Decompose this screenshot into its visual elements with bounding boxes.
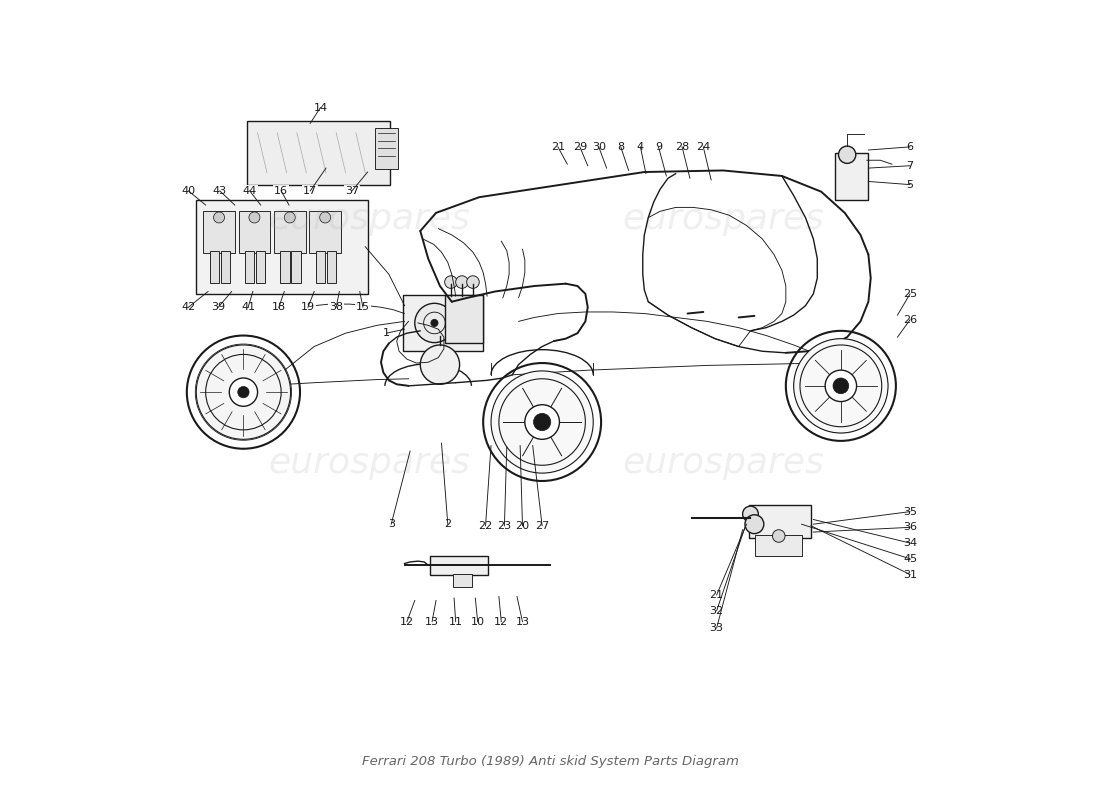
Text: eurospares: eurospares <box>621 202 824 236</box>
FancyBboxPatch shape <box>835 153 868 199</box>
Circle shape <box>833 378 849 394</box>
FancyBboxPatch shape <box>239 210 271 253</box>
FancyBboxPatch shape <box>292 251 300 283</box>
FancyBboxPatch shape <box>210 251 219 283</box>
Circle shape <box>284 212 295 223</box>
Text: 39: 39 <box>211 302 226 312</box>
Circle shape <box>491 371 593 473</box>
FancyBboxPatch shape <box>196 200 368 294</box>
Circle shape <box>825 370 857 402</box>
Circle shape <box>196 345 290 439</box>
Text: 43: 43 <box>212 186 227 196</box>
Text: 3: 3 <box>387 519 395 530</box>
FancyBboxPatch shape <box>403 294 483 351</box>
FancyBboxPatch shape <box>248 121 389 185</box>
Text: 2: 2 <box>444 519 451 530</box>
FancyBboxPatch shape <box>375 128 398 169</box>
FancyBboxPatch shape <box>453 574 472 587</box>
Text: 12: 12 <box>494 617 508 626</box>
FancyBboxPatch shape <box>245 251 254 283</box>
Text: 19: 19 <box>300 302 315 312</box>
Circle shape <box>444 276 458 288</box>
Circle shape <box>238 386 249 398</box>
Text: 31: 31 <box>903 570 917 579</box>
Text: 29: 29 <box>573 142 587 152</box>
Text: 36: 36 <box>903 522 917 532</box>
Circle shape <box>525 405 560 439</box>
Circle shape <box>838 146 856 163</box>
Circle shape <box>534 414 551 430</box>
Text: 41: 41 <box>241 302 255 312</box>
Circle shape <box>420 345 460 384</box>
Text: 37: 37 <box>344 186 359 196</box>
Circle shape <box>772 530 785 542</box>
Text: 6: 6 <box>906 142 913 152</box>
Text: 4: 4 <box>637 142 644 152</box>
Text: 20: 20 <box>516 521 529 530</box>
FancyBboxPatch shape <box>756 535 802 557</box>
Text: 23: 23 <box>497 521 512 530</box>
Text: 11: 11 <box>449 617 463 626</box>
Text: Ferrari 208 Turbo (1989) Anti skid System Parts Diagram: Ferrari 208 Turbo (1989) Anti skid Syste… <box>362 755 738 768</box>
Text: 21: 21 <box>710 590 724 600</box>
Text: 45: 45 <box>903 554 917 564</box>
Text: 9: 9 <box>654 142 662 152</box>
Text: 10: 10 <box>471 617 485 626</box>
Text: 24: 24 <box>696 142 711 152</box>
FancyBboxPatch shape <box>316 251 326 283</box>
Text: 35: 35 <box>903 506 917 517</box>
Text: eurospares: eurospares <box>268 202 470 236</box>
Text: 44: 44 <box>243 186 256 196</box>
Text: 38: 38 <box>329 302 343 312</box>
Text: 28: 28 <box>675 142 690 152</box>
Text: 32: 32 <box>710 606 724 616</box>
Text: 26: 26 <box>903 315 917 325</box>
Text: 7: 7 <box>906 161 914 170</box>
FancyBboxPatch shape <box>274 210 306 253</box>
Circle shape <box>229 378 257 406</box>
Circle shape <box>320 212 331 223</box>
Text: 15: 15 <box>356 302 370 312</box>
Text: eurospares: eurospares <box>621 446 824 480</box>
Circle shape <box>213 212 224 223</box>
Circle shape <box>466 276 480 288</box>
Circle shape <box>742 506 758 522</box>
FancyBboxPatch shape <box>204 210 234 253</box>
Text: 14: 14 <box>314 102 328 113</box>
Text: 40: 40 <box>182 186 196 196</box>
Circle shape <box>415 303 454 342</box>
Circle shape <box>745 514 763 534</box>
Text: 13: 13 <box>425 617 439 626</box>
Text: 25: 25 <box>903 289 917 299</box>
Text: 30: 30 <box>592 142 606 152</box>
Text: 5: 5 <box>906 180 913 190</box>
FancyBboxPatch shape <box>280 251 289 283</box>
Text: 13: 13 <box>516 617 529 626</box>
Text: 17: 17 <box>304 186 317 196</box>
Text: 18: 18 <box>272 302 286 312</box>
FancyBboxPatch shape <box>517 414 560 445</box>
Circle shape <box>455 276 469 288</box>
FancyBboxPatch shape <box>430 557 488 575</box>
Circle shape <box>794 338 888 433</box>
FancyBboxPatch shape <box>327 251 337 283</box>
Circle shape <box>431 319 438 326</box>
Text: 21: 21 <box>551 142 565 152</box>
Text: 12: 12 <box>400 617 414 626</box>
FancyBboxPatch shape <box>444 294 483 343</box>
Text: 34: 34 <box>903 538 917 548</box>
Text: eurospares: eurospares <box>268 446 470 480</box>
Circle shape <box>249 212 260 223</box>
Text: 42: 42 <box>182 302 196 312</box>
Text: 27: 27 <box>535 521 549 530</box>
Text: 1: 1 <box>383 328 390 338</box>
Text: 33: 33 <box>710 623 724 633</box>
FancyBboxPatch shape <box>309 210 341 253</box>
FancyBboxPatch shape <box>749 505 811 538</box>
Text: 8: 8 <box>617 142 625 152</box>
Text: 22: 22 <box>478 521 493 530</box>
FancyBboxPatch shape <box>221 251 230 283</box>
FancyBboxPatch shape <box>256 251 265 283</box>
Text: 16: 16 <box>274 186 288 196</box>
